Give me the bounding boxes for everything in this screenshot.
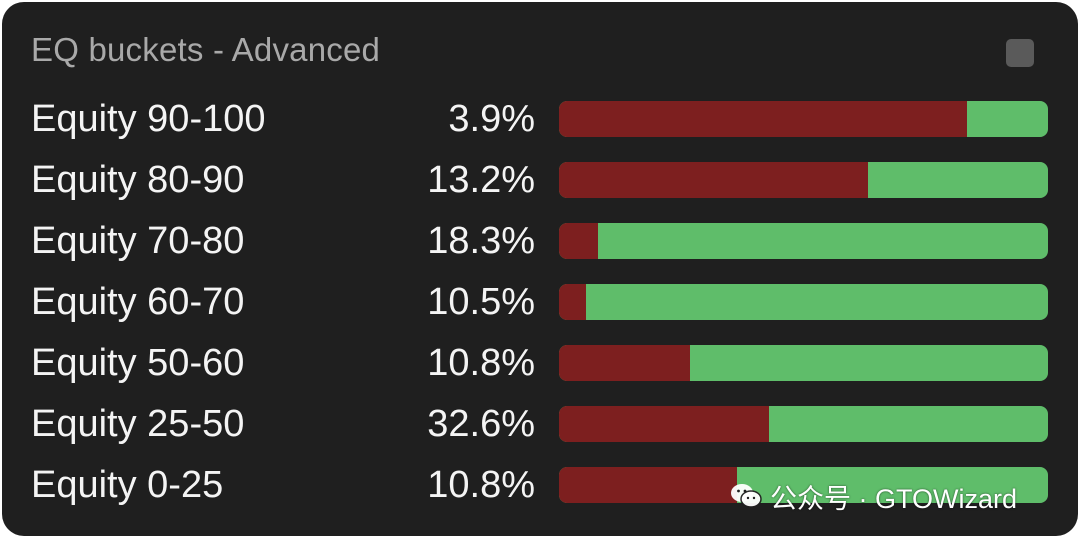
wechat-icon bbox=[730, 482, 762, 510]
bucket-label: Equity 50-60 bbox=[31, 342, 245, 384]
bucket-row: Equity 50-60 10.8% bbox=[2, 342, 1078, 384]
bucket-row: Equity 70-80 18.3% bbox=[2, 220, 1078, 262]
bucket-percent: 18.3% bbox=[427, 220, 535, 262]
bucket-bar-red-segment bbox=[559, 467, 738, 503]
bucket-bar bbox=[559, 223, 1048, 259]
bucket-percent: 10.5% bbox=[427, 281, 535, 323]
bucket-bar bbox=[559, 162, 1048, 198]
bucket-label: Equity 0-25 bbox=[31, 464, 224, 506]
bucket-bar bbox=[559, 345, 1048, 381]
bucket-bar bbox=[559, 467, 1048, 503]
bucket-percent: 10.8% bbox=[427, 464, 535, 506]
bucket-bar-red-segment bbox=[559, 162, 869, 198]
bucket-label: Equity 80-90 bbox=[31, 159, 245, 201]
bucket-row: Equity 80-90 13.2% bbox=[2, 159, 1078, 201]
bucket-label: Equity 90-100 bbox=[31, 98, 266, 140]
bucket-bar-red-segment bbox=[559, 101, 967, 137]
bucket-bar bbox=[559, 406, 1048, 442]
panel-title: EQ buckets - Advanced bbox=[31, 31, 381, 68]
bucket-bar-red-segment bbox=[559, 223, 599, 259]
bucket-bar bbox=[559, 284, 1048, 320]
bucket-row: Equity 0-25 10.8% bbox=[2, 464, 1078, 506]
bucket-label: Equity 70-80 bbox=[31, 220, 245, 262]
bucket-label: Equity 25-50 bbox=[31, 403, 245, 445]
bucket-percent: 3.9% bbox=[448, 98, 535, 140]
watermark: 公众号 · GTOWizard bbox=[730, 478, 1017, 514]
bucket-row: Equity 25-50 32.6% bbox=[2, 403, 1078, 445]
bucket-percent: 32.6% bbox=[427, 403, 535, 445]
advanced-toggle-checkbox[interactable] bbox=[1006, 39, 1034, 67]
bucket-bar-red-segment bbox=[559, 284, 586, 320]
bucket-row: Equity 60-70 10.5% bbox=[2, 281, 1078, 323]
bucket-bar-red-segment bbox=[559, 345, 691, 381]
bucket-percent: 10.8% bbox=[427, 342, 535, 384]
bucket-percent: 13.2% bbox=[427, 159, 535, 201]
bucket-bar bbox=[559, 101, 1048, 137]
bucket-label: Equity 60-70 bbox=[31, 281, 245, 323]
bucket-row: Equity 90-100 3.9% bbox=[2, 98, 1078, 140]
watermark-text: 公众号 · GTOWizard bbox=[770, 483, 1018, 514]
bucket-bar-red-segment bbox=[559, 406, 770, 442]
